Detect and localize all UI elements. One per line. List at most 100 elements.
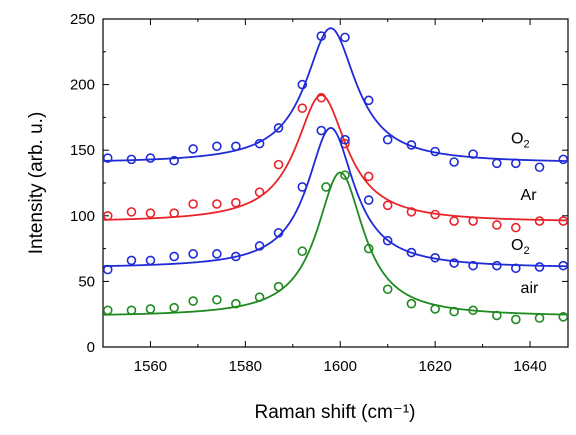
data-point bbox=[273, 123, 284, 133]
y-axis-title: Intensity (arb. u.) bbox=[26, 112, 47, 255]
series-label-text: O bbox=[511, 131, 523, 148]
data-point bbox=[511, 158, 521, 169]
series-label: Ar bbox=[521, 187, 538, 204]
data-point bbox=[273, 159, 284, 170]
data-point bbox=[254, 187, 265, 197]
data-point bbox=[511, 314, 521, 325]
series-0 bbox=[102, 27, 569, 173]
data-point bbox=[212, 294, 222, 305]
series-2 bbox=[102, 125, 569, 275]
x-tick-label: 1600 bbox=[324, 358, 357, 375]
data-point bbox=[126, 305, 137, 316]
y-tick-label: 50 bbox=[78, 273, 95, 290]
x-axis-title: Raman shift (cm⁻¹) bbox=[255, 402, 416, 423]
data-point bbox=[406, 140, 417, 150]
data-point bbox=[212, 199, 222, 209]
x-tick-label: 1580 bbox=[229, 358, 262, 375]
x-tick-label: 1640 bbox=[513, 358, 546, 375]
data-point bbox=[382, 284, 393, 295]
series-label-text: O bbox=[511, 237, 523, 254]
y-tick-label: 150 bbox=[70, 142, 95, 159]
data-point bbox=[492, 220, 502, 230]
data-point bbox=[231, 141, 241, 152]
series-label: O2 bbox=[511, 237, 530, 257]
y-axis-ticks: 0 50 100 150 200 250 bbox=[70, 11, 568, 356]
fit-line bbox=[102, 94, 569, 222]
series-3 bbox=[102, 170, 569, 325]
data-point bbox=[297, 246, 308, 257]
data-point bbox=[254, 292, 265, 302]
data-point bbox=[511, 263, 521, 274]
data-point bbox=[511, 222, 521, 233]
data-point bbox=[231, 251, 241, 262]
data-point bbox=[169, 155, 179, 166]
data-point bbox=[492, 310, 502, 321]
data-point bbox=[126, 207, 137, 217]
data-point bbox=[188, 249, 198, 259]
data-point bbox=[102, 211, 113, 221]
data-point bbox=[297, 103, 308, 114]
x-axis-ticks: 1560 1580 1600 1620 1640 bbox=[102, 19, 547, 375]
series-1 bbox=[102, 92, 569, 233]
y-tick-label: 100 bbox=[70, 208, 95, 225]
data-point bbox=[340, 32, 350, 43]
data-point bbox=[382, 200, 393, 211]
data-point bbox=[534, 262, 545, 272]
data-point bbox=[382, 134, 393, 145]
series-label-text: air bbox=[521, 280, 539, 297]
data-point bbox=[212, 141, 222, 152]
data-point bbox=[316, 125, 327, 136]
data-point bbox=[102, 264, 113, 275]
data-point bbox=[273, 281, 284, 292]
data-point bbox=[169, 251, 179, 262]
data-point bbox=[169, 208, 179, 218]
data-point bbox=[430, 146, 440, 157]
data-point bbox=[169, 302, 179, 313]
data-point bbox=[321, 182, 331, 192]
fit-line bbox=[102, 126, 569, 268]
fit-line bbox=[102, 171, 569, 316]
data-point bbox=[316, 92, 327, 103]
series-label: air bbox=[521, 280, 539, 297]
data-point bbox=[406, 247, 417, 258]
data-point bbox=[273, 228, 284, 238]
data-point bbox=[449, 216, 459, 226]
data-point bbox=[363, 243, 374, 254]
data-point bbox=[492, 158, 502, 169]
x-tick-label: 1620 bbox=[418, 358, 451, 375]
data-point bbox=[363, 195, 374, 205]
data-point bbox=[382, 235, 393, 246]
data-point bbox=[363, 95, 374, 106]
series-label-subscript: 2 bbox=[524, 139, 530, 151]
data-point bbox=[449, 157, 459, 167]
data-point bbox=[188, 144, 198, 154]
data-point bbox=[126, 255, 137, 266]
data-point bbox=[449, 306, 459, 317]
data-point bbox=[212, 249, 222, 259]
data-point bbox=[363, 171, 374, 182]
data-point bbox=[468, 149, 478, 159]
data-point bbox=[297, 79, 308, 90]
data-point bbox=[406, 298, 417, 309]
data-point bbox=[492, 260, 502, 271]
data-point bbox=[406, 207, 417, 217]
data-point bbox=[145, 255, 156, 266]
data-point bbox=[231, 197, 241, 208]
data-point bbox=[468, 216, 478, 226]
data-point bbox=[188, 199, 198, 209]
data-point bbox=[126, 154, 137, 165]
data-point bbox=[188, 296, 198, 306]
data-point bbox=[468, 305, 478, 316]
data-point bbox=[254, 241, 265, 251]
data-point bbox=[558, 260, 569, 271]
data-point bbox=[558, 154, 569, 165]
fit-line bbox=[102, 27, 569, 162]
data-point bbox=[534, 162, 545, 173]
data-point bbox=[430, 304, 440, 314]
data-point bbox=[558, 216, 569, 226]
data-point bbox=[430, 209, 440, 220]
plot-frame bbox=[102, 18, 569, 348]
